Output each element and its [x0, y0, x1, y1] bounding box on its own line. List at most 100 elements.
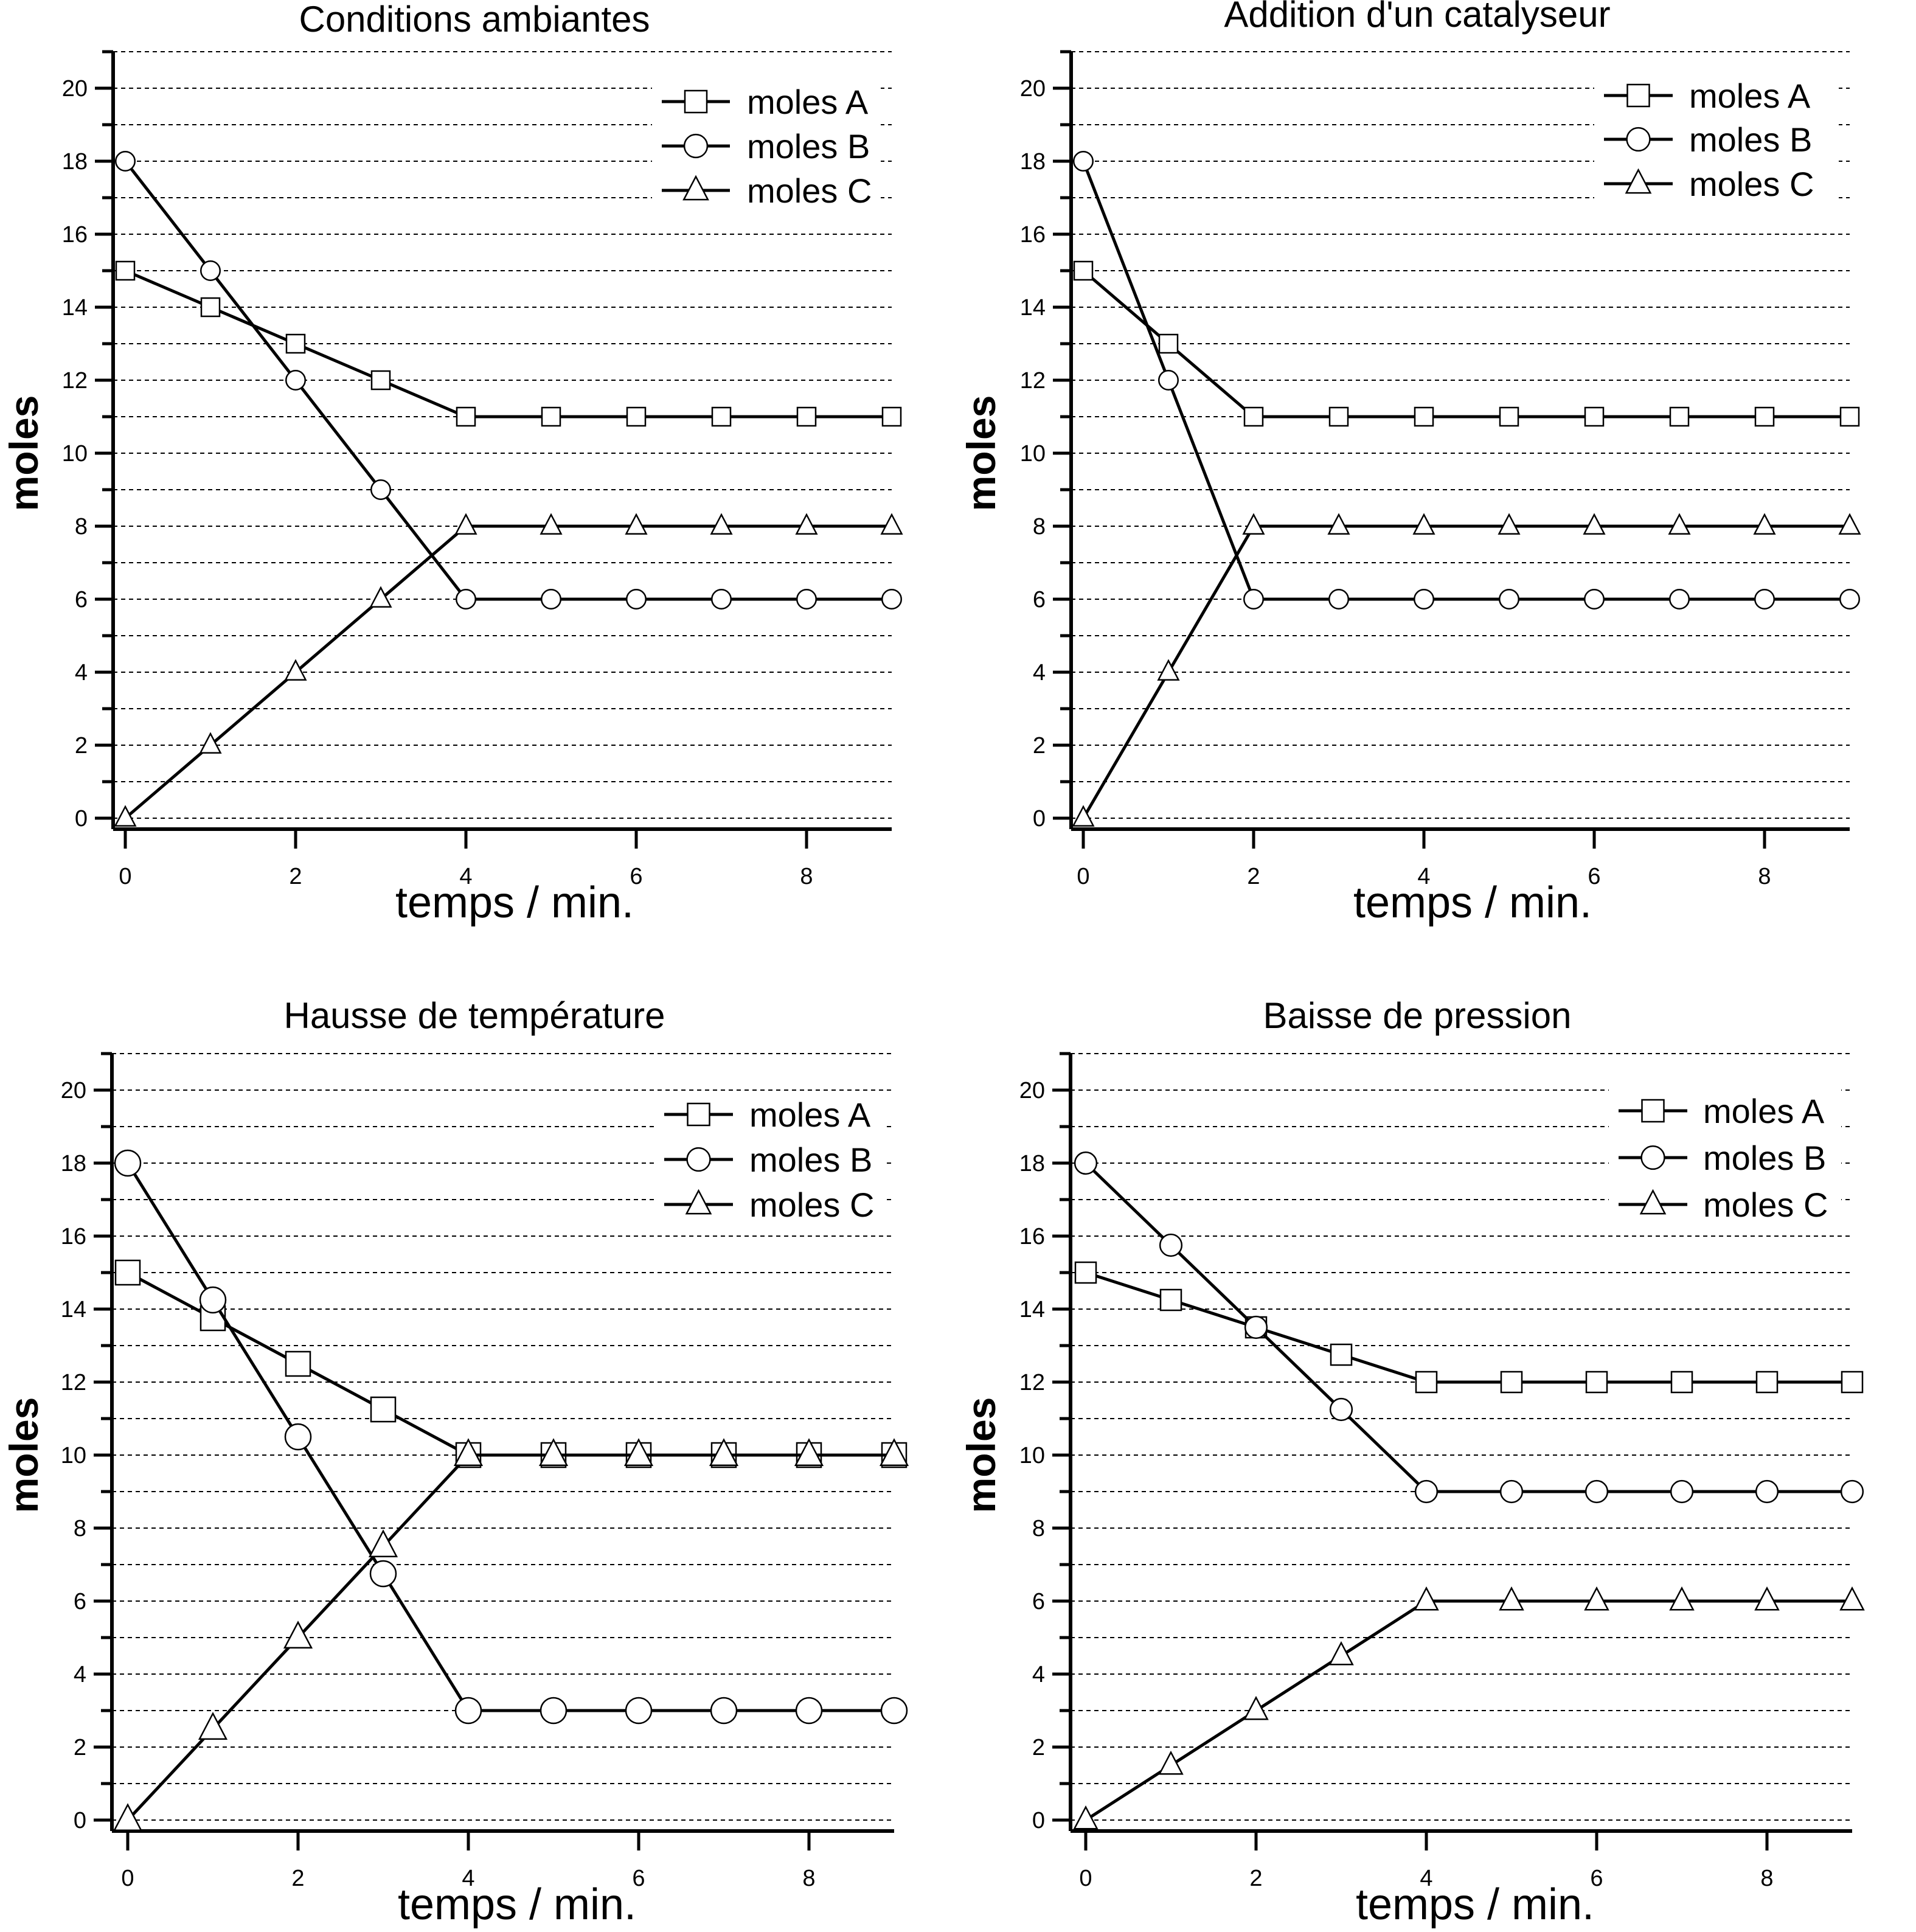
legend-label: moles C: [1703, 1186, 1828, 1224]
y-tick-label: 12: [1019, 1370, 1045, 1395]
data-point-triangle: [795, 513, 818, 535]
y-tick-label: 0: [75, 806, 88, 832]
data-point-square: [1584, 406, 1605, 427]
legend-marker-circle-icon: [686, 1147, 711, 1172]
legend-entry: moles B: [1604, 120, 1812, 159]
data-point-circle: [454, 1697, 482, 1725]
y-axis-label: moles: [1, 1397, 46, 1513]
data-point-circle: [1755, 1479, 1779, 1504]
data-point-triangle: [1669, 1586, 1695, 1611]
data-point-triangle: [1753, 513, 1776, 535]
data-point-square: [285, 333, 306, 354]
series-circle: [115, 151, 902, 610]
data-point-circle: [1073, 151, 1094, 172]
data-point-square: [1159, 1288, 1182, 1312]
series-line: [1081, 161, 1850, 601]
y-tick-label: 18: [1020, 149, 1046, 175]
chart-title: Hausse de température: [283, 995, 665, 1036]
legend-label: moles C: [749, 1186, 874, 1224]
series-circle: [1073, 151, 1860, 610]
data-point-triangle: [625, 513, 648, 535]
x-tick-label: 6: [1590, 1866, 1603, 1891]
legend-marker-square-icon: [684, 89, 708, 114]
data-point-square: [626, 406, 647, 427]
data-point-triangle: [623, 1438, 654, 1467]
legend-label: moles C: [1689, 165, 1814, 203]
chart-panel-conditions-ambiantes: Conditions ambiantes 0 2 4 6 8 10 12 14 16 18 20 0 2 4…: [1, 0, 903, 927]
legend-label: moles C: [747, 172, 872, 210]
y-tick-label: 4: [1032, 1662, 1045, 1687]
data-point-circle: [541, 589, 561, 610]
legend-label: moles B: [749, 1141, 872, 1179]
x-tick-label: 4: [1420, 1866, 1432, 1891]
y-tick-label: 8: [1033, 514, 1046, 540]
y-tick-label: 12: [62, 368, 88, 394]
legend-marker-circle-icon: [1640, 1145, 1665, 1170]
data-point-square: [200, 297, 221, 318]
y-tick-label: 18: [62, 149, 88, 175]
series-circle: [1074, 1151, 1864, 1504]
y-tick-label: 0: [74, 1808, 86, 1833]
y-tick-label: 2: [74, 1735, 86, 1760]
data-point-triangle: [369, 586, 392, 608]
data-point-triangle: [114, 805, 137, 827]
y-tick-label: 16: [1020, 222, 1046, 248]
data-point-triangle: [1072, 805, 1095, 827]
data-point-triangle: [284, 659, 307, 681]
x-tick-label: 0: [1077, 864, 1089, 889]
data-point-triangle: [198, 1712, 228, 1740]
series-triangle: [1072, 513, 1861, 827]
y-tick-label: 10: [1019, 1443, 1045, 1468]
legend-marker-triangle-icon: [1625, 168, 1652, 194]
data-point-square: [1499, 406, 1519, 427]
data-point-triangle: [1754, 1586, 1780, 1611]
y-tick-label: 14: [62, 295, 88, 321]
data-point-triangle: [1584, 1586, 1609, 1611]
series-line: [1082, 269, 1850, 419]
y-tick-label: 14: [1020, 295, 1046, 321]
x-tick-label: 4: [462, 1866, 474, 1891]
y-tick-label: 16: [61, 1224, 86, 1249]
y-tick-label: 6: [75, 587, 88, 613]
data-point-triangle: [1157, 659, 1180, 681]
data-point-circle: [710, 1697, 738, 1725]
data-point-triangle: [113, 1803, 143, 1832]
data-point-triangle: [368, 1529, 398, 1558]
data-point-square: [711, 406, 732, 427]
legend-entry: moles C: [662, 172, 872, 210]
x-tick-label: 2: [1249, 1866, 1262, 1891]
legend-marker-square-icon: [1641, 1099, 1665, 1123]
chart-title: Baisse de pression: [1263, 995, 1572, 1036]
data-point-triangle: [879, 1438, 909, 1467]
legend: moles A moles B moles C: [654, 1091, 883, 1228]
data-point-triangle: [1328, 1641, 1354, 1666]
x-tick-label: 0: [119, 864, 131, 889]
series-triangle: [113, 1438, 909, 1832]
series-line: [124, 160, 892, 601]
y-tick-label: 8: [1032, 1516, 1045, 1541]
y-tick-label: 6: [1032, 1589, 1045, 1614]
data-point-circle: [1074, 1151, 1098, 1175]
data-point-circle: [1754, 589, 1775, 610]
series-line: [127, 1271, 894, 1457]
y-tick-label: 8: [74, 1516, 86, 1541]
data-point-triangle: [540, 513, 563, 535]
data-point-circle: [1840, 1479, 1864, 1504]
x-tick-label: 2: [289, 864, 302, 889]
data-point-triangle: [1498, 513, 1521, 535]
data-point-circle: [880, 1697, 908, 1725]
x-tick-label: 8: [800, 864, 813, 889]
y-axis-label: moles: [959, 395, 1004, 512]
series-triangle: [114, 513, 903, 827]
data-point-triangle: [1073, 1805, 1099, 1830]
data-point-circle: [1414, 589, 1434, 610]
data-point-triangle: [1414, 1586, 1439, 1611]
y-tick-label: 18: [1019, 1151, 1045, 1176]
series-line: [127, 1453, 894, 1821]
gridlines: [113, 51, 892, 819]
data-point-circle: [1499, 589, 1519, 610]
data-point-circle: [369, 1560, 397, 1588]
chart-panel-addition-catalyseur: Addition d'un catalyseur 0 2 4 6 8 10 12 14 16 18 2…: [959, 0, 1861, 927]
legend-marker-circle-icon: [1626, 127, 1651, 152]
legend-entry: moles A: [1604, 77, 1811, 115]
